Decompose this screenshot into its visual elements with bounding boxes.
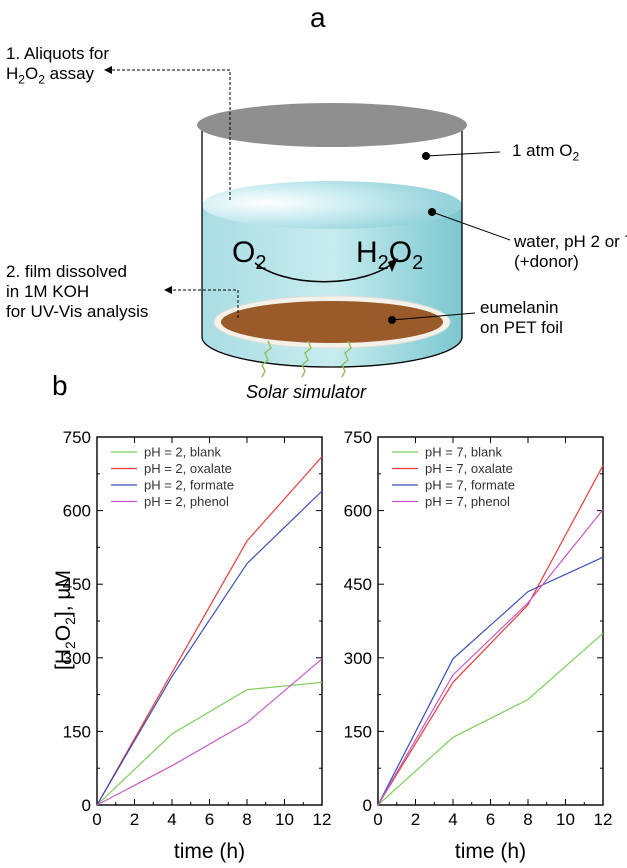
y-tick-label: 300	[344, 649, 372, 668]
y-tick-label: 450	[344, 575, 372, 594]
atm-label: 1 atm O2	[512, 141, 580, 164]
o2-label: O2	[232, 236, 267, 274]
water-pointer	[431, 211, 511, 241]
y-tick-label: 600	[344, 502, 372, 521]
h2o2-label: H2O2	[356, 236, 424, 274]
water-surface	[202, 181, 462, 229]
x-tick-label: 2	[130, 810, 139, 829]
series-line-3	[96, 490, 323, 806]
x-tick-label: 4	[167, 810, 176, 829]
film-pointer	[391, 312, 476, 321]
reaction-arrow	[254, 262, 394, 283]
film-leader	[170, 289, 239, 318]
x-tick-label: 6	[205, 810, 214, 829]
beaker-lid	[197, 103, 467, 147]
series-line-2	[377, 465, 604, 806]
legend-label: pH = 7, blank	[425, 445, 502, 460]
legend-label: pH = 2, oxalate	[144, 461, 232, 476]
legend-label: pH = 7, formate	[425, 478, 515, 493]
y-tick-label: 0	[82, 796, 91, 815]
y-tick-label: 0	[363, 796, 372, 815]
y-axis-label: [H2O2], µM	[52, 570, 78, 670]
x-axis-label: time (h)	[455, 840, 526, 863]
legend-label: pH = 7, oxalate	[425, 461, 513, 476]
x-tick-label: 6	[486, 810, 495, 829]
x-tick-label: 2	[411, 810, 420, 829]
x-tick-label: 10	[556, 810, 575, 829]
aliquot-note: 1. Aliquots for H2O2 assay	[6, 44, 110, 87]
x-tick-label: 8	[523, 810, 532, 829]
series-line-1	[377, 632, 604, 806]
series-line-3	[377, 556, 604, 806]
solar-simulator-label: Solar simulator	[246, 382, 367, 402]
y-tick-label: 150	[344, 722, 372, 741]
x-tick-label: 8	[242, 810, 251, 829]
beaker-illustration	[104, 66, 511, 378]
legend-label: pH = 2, formate	[144, 478, 234, 493]
x-tick-label: 10	[275, 810, 294, 829]
legend-label: pH = 7, phenol	[425, 494, 510, 509]
legend-label: pH = 2, blank	[144, 445, 221, 460]
aliquot-leader	[110, 69, 231, 200]
y-tick-label: 750	[344, 428, 372, 447]
film-note: 2. film dissolved in 1M KOH for UV-Vis a…	[6, 262, 149, 321]
water-label: water, pH 2 or 7 (+donor)	[514, 232, 627, 271]
series-line-1	[96, 681, 323, 806]
light-rays	[261, 340, 352, 378]
y-tick-label: 150	[63, 722, 91, 741]
series-line-4	[377, 509, 604, 806]
film-arrowhead	[164, 286, 172, 294]
y-tick-label: 750	[63, 428, 91, 447]
x-tick-label: 0	[373, 810, 382, 829]
y-tick-label: 450	[63, 575, 91, 594]
eumelanin-film	[221, 301, 443, 343]
y-tick-label: 600	[63, 502, 91, 521]
eumelanin-label: eumelanin on PET foil	[480, 298, 563, 337]
panel-a-letter: a	[310, 2, 326, 33]
series-line-4	[96, 658, 323, 806]
beaker-bottom	[201, 336, 463, 368]
x-tick-label: 12	[313, 810, 332, 829]
panel-b-letter: b	[52, 370, 68, 401]
x-tick-label: 12	[594, 810, 613, 829]
y-tick-label: 300	[63, 649, 91, 668]
series-line-2	[96, 456, 323, 806]
x-tick-label: 0	[92, 810, 101, 829]
aliquot-arrowhead	[104, 66, 112, 74]
x-axis-label: time (h)	[174, 840, 245, 863]
legend-label: pH = 2, phenol	[144, 494, 229, 509]
reaction-arrowhead	[388, 258, 398, 272]
atm-pointer	[425, 151, 501, 157]
x-tick-label: 4	[448, 810, 457, 829]
